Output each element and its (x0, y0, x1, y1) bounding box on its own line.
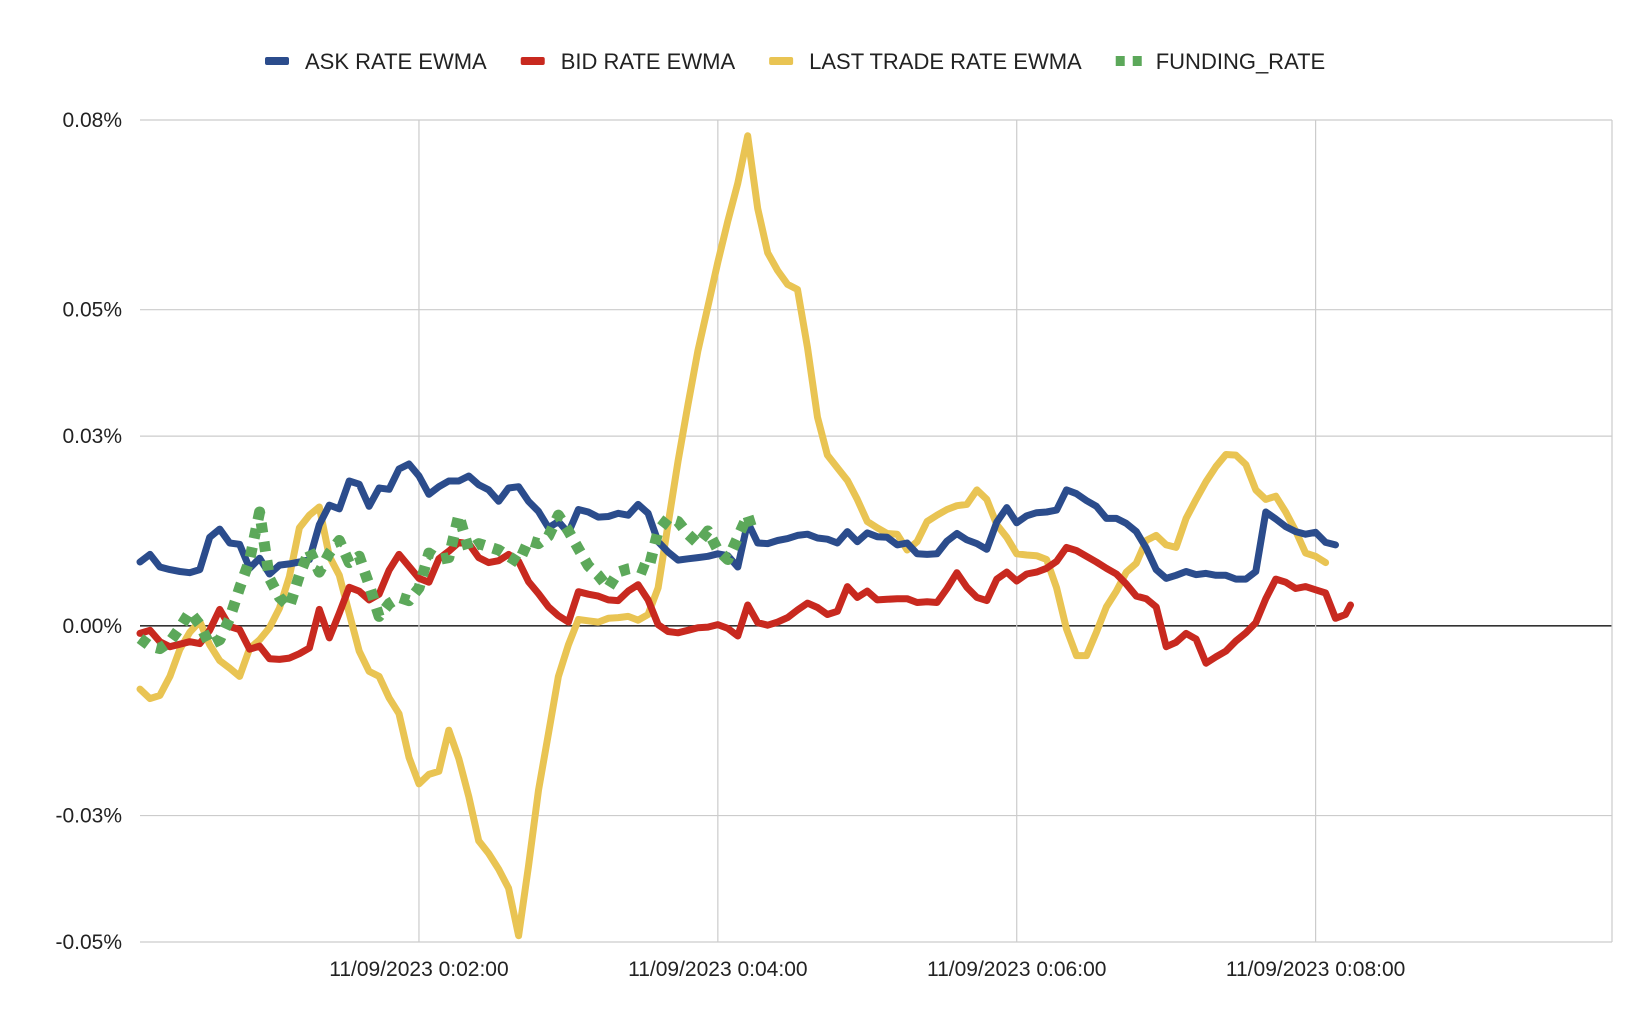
x-tick-label: 11/09/2023 0:04:00 (628, 958, 807, 981)
y-tick-label: 0.08% (62, 109, 122, 132)
grid-lines (140, 119, 1613, 943)
legend-item: FUNDING_RATE (1115, 49, 1326, 74)
legend-item: BID RATE EWMA (520, 49, 736, 74)
legend-item: ASK RATE EWMA (265, 49, 487, 74)
x-tick-label: 11/09/2023 0:06:00 (927, 958, 1106, 981)
legend-swatch (769, 57, 794, 65)
y-tick-label: 0.05% (62, 299, 122, 322)
legend-swatch (265, 57, 289, 65)
series-line-bid-rate-ewma (136, 538, 1354, 667)
legend-swatch (1132, 56, 1142, 66)
axes: -0.05% -0.03% 0.00% 0.03% 0.05% 0.08% 11/09/20… (55, 109, 1405, 981)
legend-swatch (520, 57, 545, 65)
y-tick-label: 0.03% (62, 425, 122, 448)
legend-swatch (1115, 56, 1125, 66)
legend-label: FUNDING_RATE (1156, 49, 1326, 74)
series-line-funding-rate (136, 506, 758, 655)
legend: ASK RATE EWMA BID RATE EWMA LAST TRADE RAT… (265, 49, 1325, 74)
y-tick-label: -0.05% (55, 931, 122, 954)
x-tick-label: 11/09/2023 0:08:00 (1226, 958, 1405, 981)
series-lines (136, 132, 1354, 940)
series-line-ask-rate-ewma (136, 460, 1339, 583)
legend-label: BID RATE EWMA (561, 49, 736, 74)
legend-label: ASK RATE EWMA (305, 49, 487, 74)
x-tick-label: 11/09/2023 0:02:00 (329, 958, 508, 981)
series-line-last-trade-rate-ewma (136, 132, 1330, 940)
y-tick-label: 0.00% (62, 615, 122, 638)
legend-item: LAST TRADE RATE EWMA (769, 49, 1082, 74)
y-tick-label: -0.03% (55, 805, 122, 828)
legend-label: LAST TRADE RATE EWMA (809, 49, 1082, 74)
